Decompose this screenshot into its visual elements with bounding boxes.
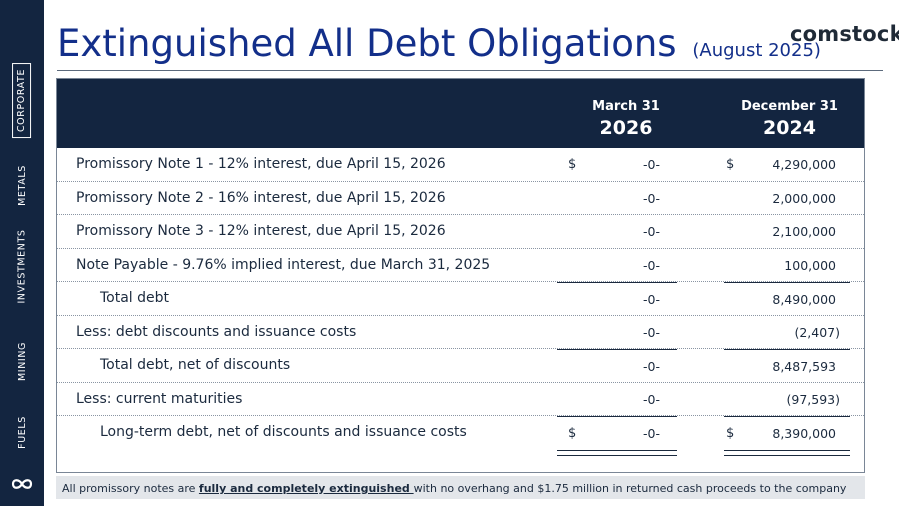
column-year: 2024 — [763, 117, 816, 139]
cell-2026: $ -0- — [557, 416, 677, 455]
row-label: Promissory Note 1 - 12% interest, due Ap… — [76, 156, 446, 172]
row-label: Note Payable - 9.76% implied interest, d… — [76, 256, 491, 273]
cell-2026: -0- — [557, 349, 677, 383]
cell-value: -0- — [643, 426, 660, 441]
cell-value: -0- — [643, 359, 660, 374]
brand-logo: comstock — [790, 22, 899, 46]
row-label: Total debt, net of discounts — [100, 357, 291, 373]
column-header-2024: December 31 2024 — [727, 99, 852, 139]
cell-value: -0- — [643, 157, 660, 172]
footnote-suffix: with no overhang and $1.75 million in re… — [413, 482, 847, 495]
table-row: Promissory Note 2 - 16% interest, due Ap… — [57, 182, 864, 216]
cell-value: 4,290,000 — [772, 157, 836, 172]
sidebar-item-label: MINING — [16, 341, 28, 381]
sidebar-item-mining[interactable]: MINING — [0, 336, 44, 386]
cell-value: 2,100,000 — [772, 224, 836, 239]
sidebar: CORPORATE METALS INVESTMENTS MINING FUEL… — [0, 0, 44, 506]
cell-value: 100,000 — [784, 257, 836, 273]
cell-value: 2,000,000 — [772, 190, 836, 206]
currency-symbol: $ — [726, 157, 735, 172]
table-row: Promissory Note 1 - 12% interest, due Ap… — [57, 148, 864, 182]
cell-2026: -0- — [557, 282, 677, 316]
row-label: Long-term debt, net of discounts and iss… — [100, 424, 467, 440]
cell-2026: $ -0- — [557, 148, 677, 182]
cell-2026: -0- — [557, 215, 677, 249]
cell-2024: $ 8,390,000 — [724, 416, 850, 455]
cell-2026: -0- — [557, 182, 677, 216]
row-label: Promissory Note 2 - 16% interest, due Ap… — [76, 189, 446, 206]
column-month: December 31 — [741, 99, 838, 114]
cell-2024: 100,000 — [724, 249, 850, 283]
cell-2024: 2,100,000 — [724, 215, 850, 249]
sidebar-item-label: INVESTMENTS — [16, 229, 28, 303]
footnote-emphasis: fully and completely extinguished — [198, 482, 414, 495]
table-row: Promissory Note 3 - 12% interest, due Ap… — [57, 215, 864, 249]
footnote: All promissory notes are fully and compl… — [56, 476, 865, 499]
cell-2024: (97,593) — [724, 383, 850, 417]
page-subtitle: (August 2025) — [692, 40, 821, 61]
cell-2024: 8,487,593 — [724, 349, 850, 383]
column-month: March 31 — [592, 99, 660, 114]
page-title-text: Extinguished All Debt Obligations — [57, 22, 677, 65]
table-row: Less: current maturities -0- (97,593) — [57, 383, 864, 417]
cell-value: -0- — [643, 190, 660, 206]
footnote-prefix: All promissory notes are — [62, 482, 199, 495]
table-row: Note Payable - 9.76% implied interest, d… — [57, 249, 864, 283]
cell-2026: -0- — [557, 316, 677, 350]
cell-2024: 8,490,000 — [724, 282, 850, 316]
cell-2024: (2,407) — [724, 316, 850, 350]
debt-table: March 31 2026 December 31 2024 Promissor… — [56, 78, 865, 473]
sidebar-item-label: METALS — [16, 164, 28, 206]
cell-value: -0- — [643, 324, 660, 340]
cell-value: 8,490,000 — [772, 292, 836, 307]
cell-value: (2,407) — [794, 324, 840, 340]
cell-value: -0- — [643, 292, 660, 307]
table-row-total: Total debt -0- 8,490,000 — [57, 282, 864, 316]
column-year: 2026 — [599, 117, 653, 139]
cell-2024: 2,000,000 — [724, 182, 850, 216]
cell-value: (97,593) — [786, 391, 841, 407]
cell-2024: $ 4,290,000 — [724, 148, 850, 182]
sidebar-item-fuels[interactable]: FUELS — [0, 412, 44, 452]
cell-value: 8,487,593 — [772, 359, 836, 374]
currency-symbol: $ — [726, 426, 735, 441]
row-label: Total debt — [100, 290, 170, 306]
row-label: Promissory Note 3 - 12% interest, due Ap… — [76, 223, 446, 239]
currency-symbol: $ — [568, 157, 577, 172]
row-label: Less: debt discounts and issuance costs — [76, 323, 357, 340]
cell-value: 8,390,000 — [772, 426, 836, 441]
currency-symbol: $ — [568, 426, 577, 441]
sidebar-item-investments[interactable]: INVESTMENTS — [0, 229, 44, 303]
sidebar-item-label: FUELS — [16, 415, 28, 449]
cell-value: -0- — [643, 391, 660, 407]
title-divider — [57, 70, 883, 71]
sidebar-item-corporate[interactable]: CORPORATE — [0, 62, 44, 138]
sidebar-item-metals[interactable]: METALS — [0, 160, 44, 210]
table-row-total: Total debt, net of discounts -0- 8,487,5… — [57, 349, 864, 383]
table-row-grand-total: Long-term debt, net of discounts and iss… — [57, 416, 864, 455]
page-title: Extinguished All Debt Obligations (Augus… — [57, 22, 821, 65]
column-header-2026: March 31 2026 — [566, 99, 686, 139]
table-row: Less: debt discounts and issuance costs … — [57, 316, 864, 350]
cell-value: -0- — [643, 257, 660, 273]
table-header: March 31 2026 December 31 2024 — [57, 79, 864, 148]
infinity-loop-icon — [11, 479, 33, 489]
sidebar-item-label: CORPORATE — [12, 62, 32, 138]
cell-value: -0- — [643, 224, 660, 239]
cell-2026: -0- — [557, 383, 677, 417]
row-label: Less: current maturities — [76, 390, 243, 407]
cell-2026: -0- — [557, 249, 677, 283]
